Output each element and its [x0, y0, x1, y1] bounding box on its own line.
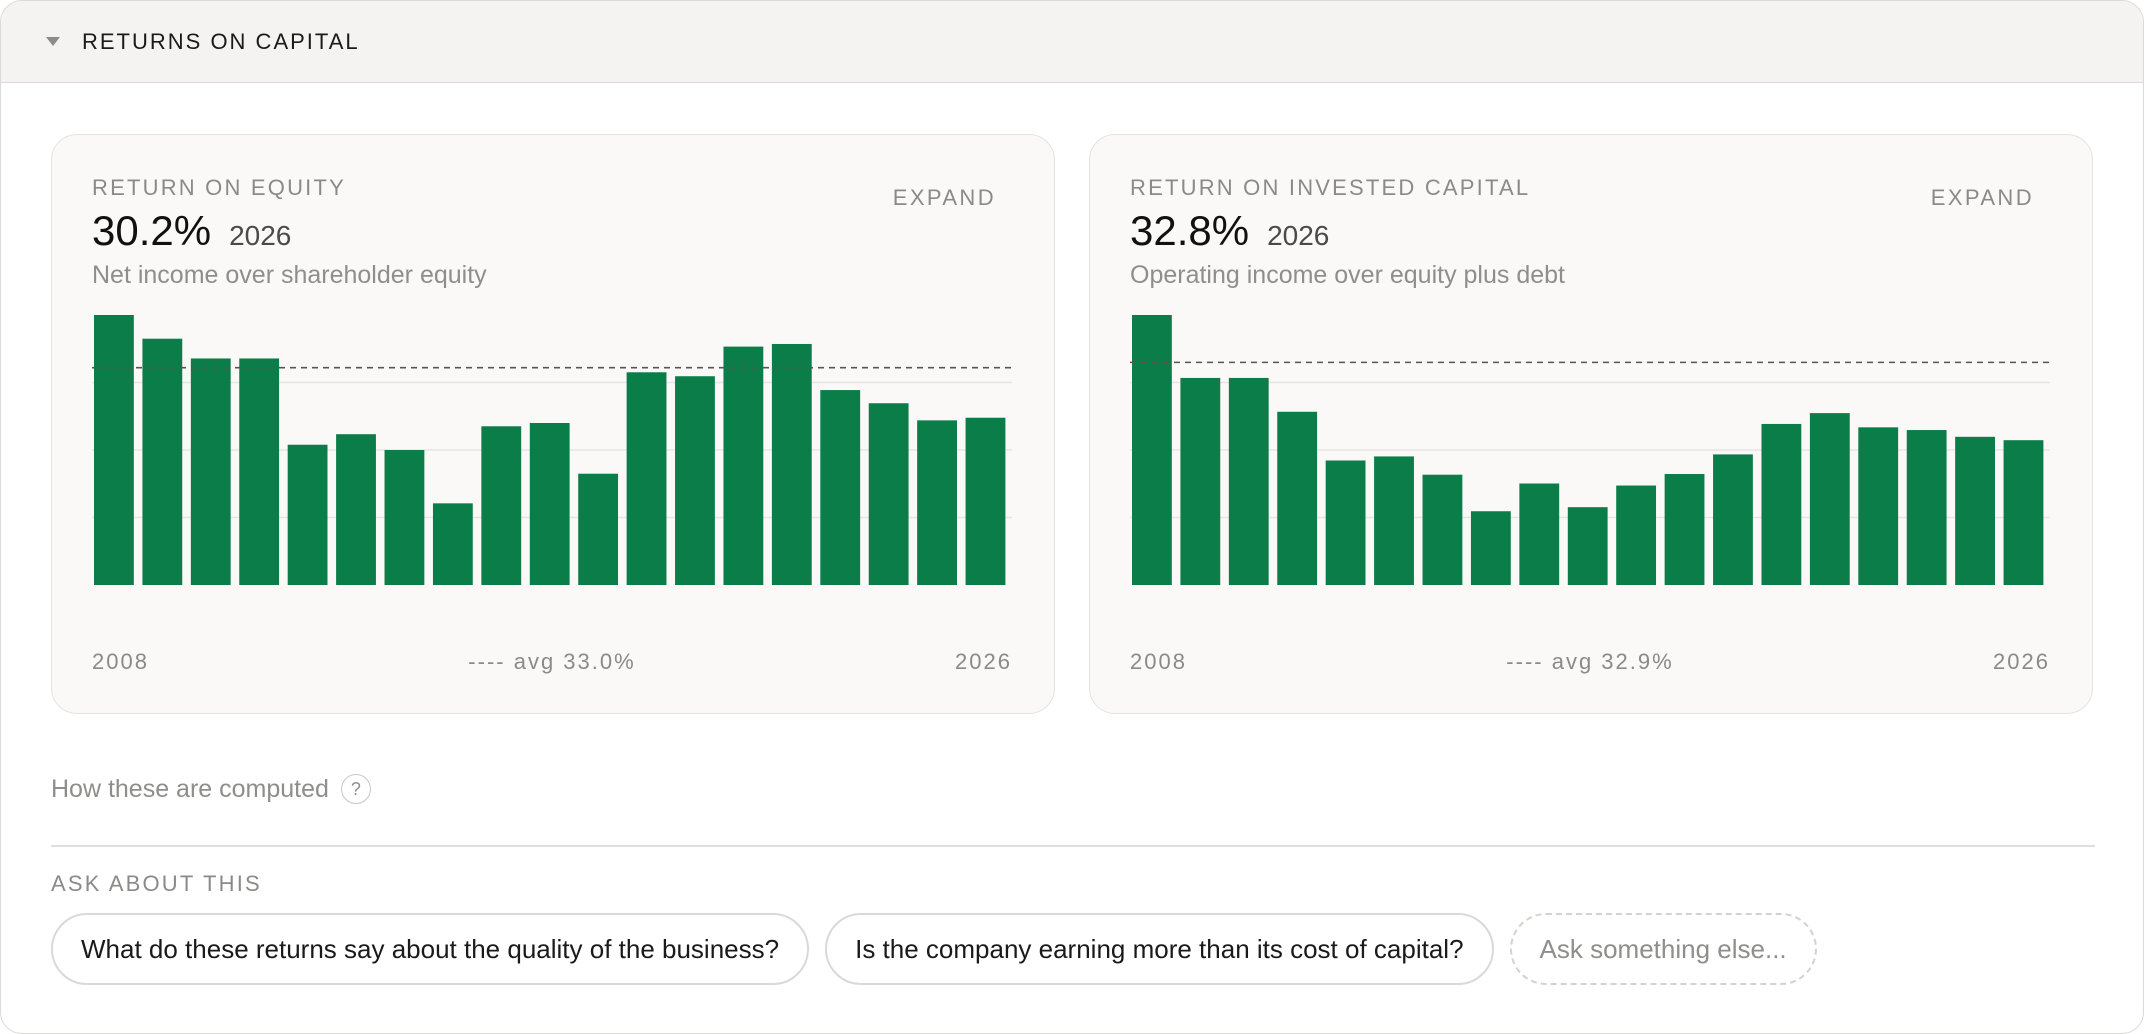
- bar-2015[interactable]: [432, 503, 473, 585]
- card-label: RETURN ON INVESTED CAPITAL: [1130, 175, 1531, 200]
- divider: [51, 845, 2095, 847]
- card-year: 2026: [1267, 220, 1330, 251]
- card-value: 32.8%: [1130, 207, 1250, 254]
- x-axis-end-label: 2026: [955, 649, 1012, 674]
- card-value-row: 30.2% 2026: [92, 207, 291, 255]
- bar-2022[interactable]: [1809, 413, 1850, 585]
- card-value-row: 32.8% 2026: [1130, 207, 1329, 255]
- bar-2013[interactable]: [336, 434, 376, 585]
- bar-2021[interactable]: [1761, 423, 1802, 585]
- bar-2023[interactable]: [820, 390, 861, 585]
- bar-2012[interactable]: [1325, 460, 1366, 585]
- bar-2010[interactable]: [1228, 377, 1269, 585]
- card-year: 2026: [229, 220, 292, 251]
- bar-2020[interactable]: [675, 376, 715, 585]
- bar-2017[interactable]: [529, 423, 570, 585]
- bar-2019[interactable]: [626, 372, 667, 585]
- x-axis-start-label: 2008: [92, 649, 149, 674]
- suggestion-chip-quality[interactable]: What do these returns say about the qual…: [51, 913, 810, 985]
- card-description: Operating income over equity plus debt: [1130, 261, 1565, 289]
- how-computed-label: How these are computed: [51, 774, 329, 803]
- bar-2022[interactable]: [771, 343, 812, 585]
- card-value: 30.2%: [92, 207, 212, 254]
- bar-2017[interactable]: [1567, 507, 1608, 585]
- bar-2021[interactable]: [723, 346, 764, 585]
- bar-2011[interactable]: [239, 358, 280, 585]
- bar-2026[interactable]: [2003, 440, 2044, 585]
- roic-card: RETURN ON INVESTED CAPITAL EXPAND 32.8% …: [1089, 134, 2093, 714]
- x-axis-start-label: 2008: [1130, 649, 1187, 674]
- caret-down-icon[interactable]: [46, 37, 60, 46]
- bar-2009[interactable]: [142, 338, 183, 585]
- bar-2012[interactable]: [287, 444, 328, 585]
- bar-2016[interactable]: [481, 426, 522, 585]
- bar-2024[interactable]: [1906, 430, 1947, 585]
- bar-2025[interactable]: [917, 420, 957, 585]
- bar-2026[interactable]: [965, 417, 1006, 585]
- section-header[interactable]: RETURNS ON CAPITAL: [1, 1, 2143, 83]
- bar-2015[interactable]: [1470, 511, 1511, 585]
- bar-2008[interactable]: [94, 315, 134, 585]
- card-label: RETURN ON EQUITY: [92, 175, 346, 200]
- bar-2008[interactable]: [1132, 315, 1172, 585]
- expand-button[interactable]: EXPAND: [892, 185, 996, 210]
- question-circle-icon[interactable]: ?: [340, 774, 371, 804]
- roe-card: RETURN ON EQUITY EXPAND 30.2% 2026 Net i…: [51, 134, 1055, 714]
- expand-button[interactable]: EXPAND: [1930, 185, 2034, 210]
- bar-2018[interactable]: [1616, 485, 1657, 585]
- section-title: RETURNS ON CAPITAL: [82, 28, 360, 54]
- bar-2011[interactable]: [1277, 411, 1318, 585]
- average-legend: ---- avg 32.9%: [1506, 649, 1674, 674]
- bar-2025[interactable]: [1955, 436, 1995, 585]
- bar-2014[interactable]: [1422, 474, 1463, 585]
- average-legend: ---- avg 33.0%: [468, 649, 636, 674]
- ask-about-this-label: ASK ABOUT THIS: [51, 871, 262, 896]
- suggestion-chip-cost-of-capital[interactable]: Is the company earning more than its cos…: [825, 913, 1494, 985]
- bar-2023[interactable]: [1858, 427, 1899, 585]
- bar-2019[interactable]: [1664, 474, 1705, 585]
- ask-something-else-input[interactable]: Ask something else...: [1509, 913, 1817, 985]
- x-axis-end-label: 2026: [1993, 649, 2050, 674]
- bar-2013[interactable]: [1374, 456, 1414, 585]
- roic-bar-chart: [1130, 315, 2050, 585]
- suggestion-chips: What do these returns say about the qual…: [51, 913, 1833, 985]
- how-computed-link[interactable]: How these are computed ?: [51, 774, 371, 804]
- bar-2009[interactable]: [1180, 377, 1221, 585]
- roe-bar-chart: [92, 315, 1012, 585]
- bar-2014[interactable]: [384, 450, 425, 585]
- bar-2020[interactable]: [1713, 454, 1753, 585]
- bar-2016[interactable]: [1519, 483, 1560, 586]
- bar-2024[interactable]: [868, 403, 909, 585]
- bar-2010[interactable]: [190, 358, 231, 585]
- bar-2018[interactable]: [578, 473, 619, 585]
- card-description: Net income over shareholder equity: [92, 261, 487, 289]
